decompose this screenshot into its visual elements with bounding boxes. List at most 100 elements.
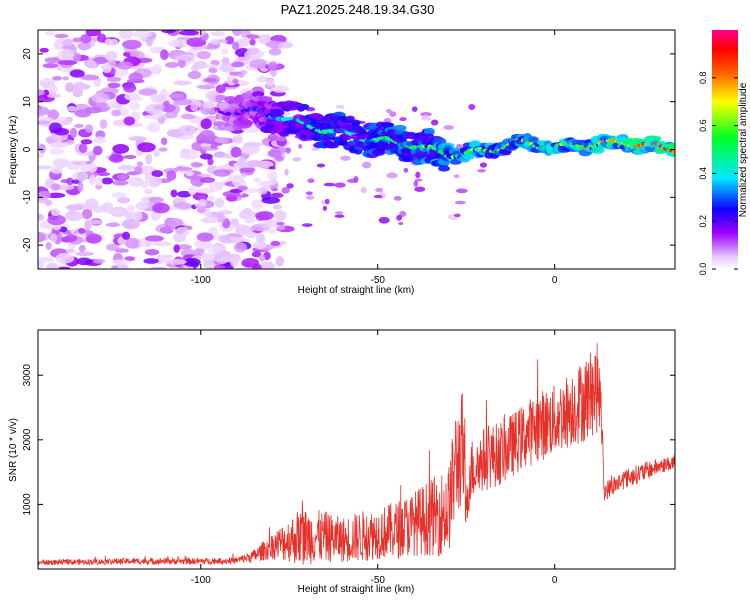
spectrogram-noise-blob [196,50,211,60]
spectrogram-noise-blob [151,170,164,178]
spectrogram-noise-blob [159,226,172,234]
spectrogram-noise-blob [84,124,94,133]
spectrogram-noise-blob [101,201,114,212]
spectrogram-noise-blob [256,75,267,83]
spectrogram-noise-blob [247,160,262,168]
spectrogram-noise-blob [266,171,278,180]
spectrogram-noise-blob [55,252,75,264]
spectrogram-noise-blob [278,41,293,49]
spectrogram-noise-blob [269,177,278,186]
spectrogram-noise-blob [38,190,52,198]
spectrogram-noise-blob [38,256,55,263]
spectrogram-noise-blob [346,178,359,183]
colorbar-tick-label: 0.8 [698,72,708,85]
spectrogram-noise-blob [160,137,168,146]
spectrogram-noise-blob [165,217,184,227]
spectrogram-noise-blob [124,92,140,101]
spectrogram-noise-blob [143,188,153,195]
spectrogram-noise-blob [399,210,407,217]
spectrogram-ridge-halo [463,152,475,160]
spectrogram-noise-blob [38,106,50,116]
spectrogram-noise-blob [174,55,193,60]
spectrogram-noise-blob [230,256,239,268]
spectrogram-noise-blob [301,223,313,227]
spectrogram-noise-blob [213,151,227,158]
spectrogram-noise-blob [85,60,97,69]
spectrogram-noise-blob [414,178,423,182]
spectrogram-noise-blob [180,113,196,120]
spectrogram-ytick-label: 0 [22,146,33,152]
spectrogram-noise-blob [199,153,213,160]
spectrogram-noise-blob [174,226,190,237]
spectrogram-noise-blob [230,146,242,158]
spectrogram-noise-blob [203,77,218,83]
spectrogram-noise-blob [50,233,58,243]
spectrogram-ridge-core [671,150,675,155]
spectrogram-noise-blob [251,251,262,258]
spectrogram-noise-blob [106,76,122,83]
spectrogram-noise-blob [279,240,287,245]
colorbar-tick-label: 0.2 [698,215,708,228]
spectrogram-noise-blob [143,114,162,119]
spectrogram-noise-blob [48,122,63,134]
spectrogram-noise-blob [39,47,49,53]
spectrogram-noise-blob [89,219,102,225]
spectrogram-noise-blob [284,168,289,176]
spectrogram-noise-blob [61,76,69,81]
spectrogram-noise-blob [272,192,284,199]
spectrogram-noise-blob [286,183,294,189]
spectrogram-noise-blob [232,134,244,145]
spectrogram-noise-blob [196,207,207,214]
spectrogram-noise-blob [73,81,86,91]
spectrogram-noise-blob [92,56,109,64]
spectrogram-noise-blob [265,78,275,87]
spectrogram-noise-blob [124,210,133,220]
spectrogram-noise-blob [161,30,176,34]
spectrogram-noise-blob [334,214,345,218]
spectrogram-noise-blob [52,75,62,81]
spectrogram-noise-blob [199,177,215,183]
spectrogram-noise-blob [281,186,290,194]
spectrogram-noise-blob [183,257,201,267]
spectrogram-noise-blob [242,207,252,215]
spectrogram-noise-blob [65,248,76,254]
spectrogram-noise-blob [386,172,398,179]
spectrogram-ridge-halo [251,91,265,98]
spectrogram-ridge-halo [345,115,355,121]
spectrogram-noise-blob [50,166,63,174]
spectrogram-noise-blob [477,169,486,173]
spectrogram-noise-blob [246,47,260,55]
spectrogram-noise-blob [172,98,193,106]
spectrogram-noise-blob [245,34,260,39]
spectrogram-noise-blob [137,142,156,153]
spectrogram-noise-blob [57,266,71,269]
spectrogram-noise-blob [210,31,225,37]
spectrogram-ridge-halo [438,165,450,172]
spectrogram-noise-blob [216,39,228,44]
spectrogram-noise-blob [173,244,180,253]
spectrogram-noise-blob [231,41,240,51]
spectrogram-noise-blob [243,217,257,224]
spectrogram-noise-blob [323,182,336,187]
spectrogram-noise-blob [285,147,292,154]
spectrogram-noise-blob [208,195,215,201]
spectrogram-noise-blob [214,136,229,144]
spectrogram-noise-blob [107,101,121,109]
spectrogram-noise-blob [144,249,160,256]
spectrogram-ridge-halo [300,103,310,110]
spectrogram-noise-blob [149,266,167,269]
spectrogram-noise-blob [38,232,46,243]
spectrogram-noise-blob [373,194,383,199]
spectrogram-noise-blob [53,225,62,231]
spectrogram-noise-blob [61,48,75,59]
spectrogram-noise-blob [93,136,107,144]
spectrogram-noise-blob [208,67,218,74]
spectrogram-noise-blob [49,84,58,94]
spectrogram-noise-blob [257,186,268,195]
spectrogram-noise-blob [265,228,277,234]
spectrogram-noise-blob [443,125,455,130]
spectrogram-noise-blob [190,162,204,168]
spectrogram-noise-blob [54,33,69,39]
